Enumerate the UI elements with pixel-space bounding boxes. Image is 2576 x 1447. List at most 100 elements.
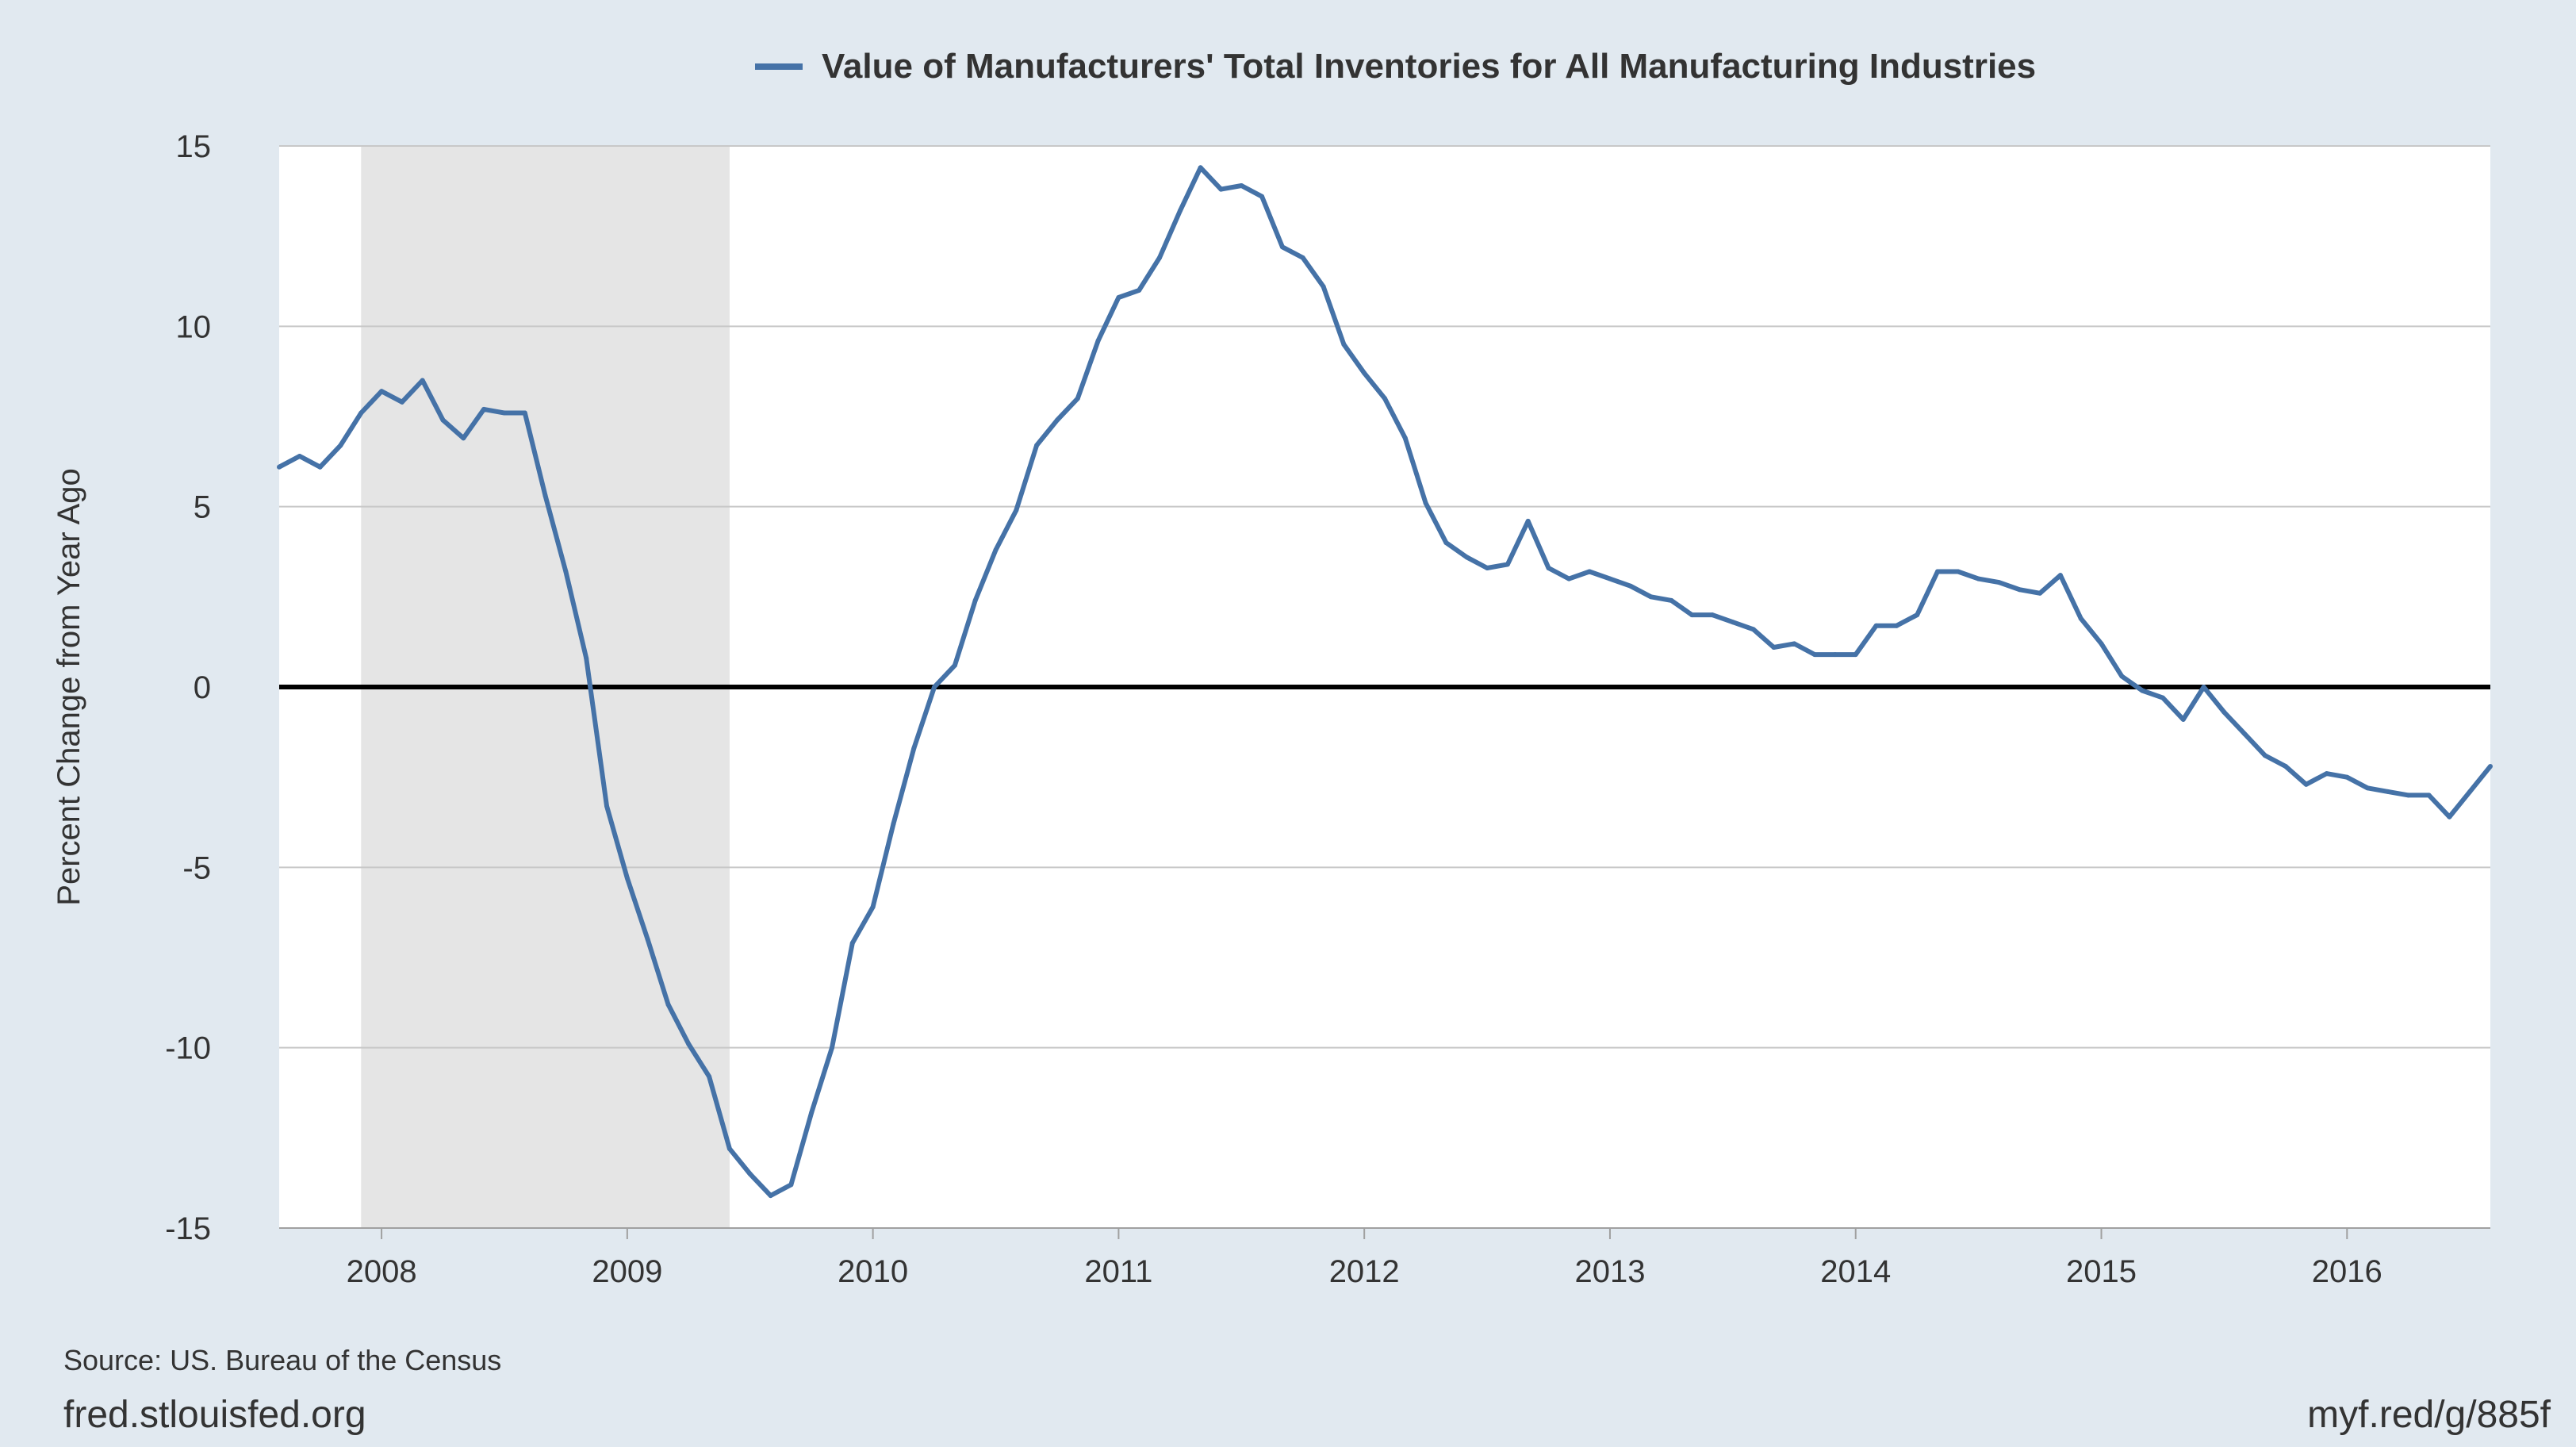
data-point — [1689, 612, 1695, 618]
data-point — [1014, 508, 1019, 513]
x-tick-label: 2008 — [347, 1254, 417, 1289]
data-point — [1362, 370, 1367, 376]
data-point — [707, 1074, 712, 1079]
data-point — [2303, 781, 2309, 787]
data-point — [1771, 645, 1777, 650]
data-point — [2140, 688, 2145, 693]
data-point — [2057, 573, 2063, 578]
short-link[interactable]: myf.red/g/885f — [2307, 1394, 2551, 1436]
data-point — [440, 417, 446, 423]
data-point — [2221, 709, 2227, 715]
x-tick-label: 2015 — [2066, 1254, 2137, 1289]
data-point — [911, 746, 917, 751]
data-point — [2324, 771, 2329, 777]
y-tick-label: -15 — [165, 1211, 211, 1246]
data-point — [1485, 566, 1490, 570]
data-point — [277, 464, 282, 470]
fred-site-link[interactable]: fred.stlouisfed.org — [63, 1394, 366, 1436]
data-point — [379, 389, 385, 394]
y-tick-label: -5 — [182, 850, 211, 885]
data-point — [1566, 576, 1572, 581]
data-point — [542, 493, 548, 498]
data-point — [2263, 753, 2267, 758]
data-point — [2467, 789, 2473, 794]
data-point — [809, 1110, 815, 1115]
source-note: Source: US. Bureau of the Census — [63, 1344, 502, 1376]
data-point — [1853, 652, 1858, 658]
data-point — [726, 1146, 732, 1151]
data-point — [2119, 674, 2125, 679]
data-point — [932, 685, 937, 689]
data-point — [1218, 186, 1224, 192]
x-tick-label: 2009 — [592, 1254, 662, 1289]
data-point — [1648, 594, 1654, 600]
data-point — [2160, 695, 2165, 700]
data-point — [1627, 583, 1633, 589]
data-point — [830, 1045, 834, 1050]
data-point — [2180, 716, 2186, 722]
legend-label: Value of Manufacturers' Total Inventorie… — [822, 47, 2036, 86]
data-point — [1137, 287, 1142, 293]
data-point — [1505, 562, 1510, 567]
data-point — [686, 1042, 692, 1047]
data-point — [1075, 396, 1080, 401]
data-point — [1546, 566, 1551, 570]
x-tick-label: 2013 — [1574, 1254, 1645, 1289]
x-tick-label: 2016 — [2312, 1254, 2382, 1289]
data-point — [481, 406, 487, 412]
data-point — [2447, 814, 2452, 819]
data-point — [2488, 764, 2493, 769]
data-point — [1055, 417, 1060, 423]
y-tick-label: -10 — [165, 1031, 211, 1066]
y-tick-label: 15 — [176, 129, 212, 164]
data-point — [2201, 685, 2206, 689]
data-point — [1750, 627, 1756, 632]
data-point — [993, 547, 999, 553]
data-point — [1116, 295, 1121, 300]
data-point — [1321, 284, 1326, 290]
data-point — [1239, 183, 1244, 188]
data-point — [972, 597, 978, 603]
data-point — [788, 1182, 794, 1188]
y-tick-label: 10 — [176, 309, 212, 344]
data-point — [2099, 641, 2104, 647]
data-point — [1812, 652, 1818, 658]
data-point — [768, 1193, 773, 1199]
data-point — [1730, 620, 1735, 625]
data-point — [1525, 518, 1531, 524]
data-point — [747, 1171, 753, 1176]
data-point — [1443, 540, 1449, 546]
data-point — [1382, 396, 1387, 401]
data-point — [1464, 555, 1470, 560]
data-point — [338, 443, 343, 448]
data-point — [399, 399, 404, 405]
y-tick-label: 5 — [194, 490, 211, 525]
data-point — [1996, 580, 2002, 585]
data-point — [1792, 641, 1797, 647]
data-point — [1402, 436, 1408, 441]
data-point — [1894, 623, 1899, 628]
data-point — [870, 904, 876, 910]
data-point — [502, 410, 507, 416]
data-point — [1873, 623, 1879, 628]
data-point — [2426, 793, 2432, 798]
data-point — [645, 937, 650, 942]
data-point — [420, 378, 425, 383]
data-point — [1669, 597, 1674, 603]
data-point — [952, 662, 957, 668]
data-point — [461, 436, 466, 441]
data-point — [2365, 785, 2371, 791]
data-point — [1300, 255, 1305, 260]
x-tick-label: 2014 — [1820, 1254, 1891, 1289]
data-point — [1259, 194, 1265, 199]
x-tick-label: 2011 — [1084, 1254, 1152, 1289]
data-point — [1157, 255, 1162, 260]
data-point — [1587, 569, 1593, 574]
data-point — [849, 940, 855, 946]
data-point — [624, 876, 630, 881]
data-point — [604, 804, 609, 808]
data-point — [891, 821, 896, 827]
data-point — [2242, 731, 2248, 737]
data-point — [1279, 244, 1285, 250]
data-point — [1832, 652, 1838, 658]
